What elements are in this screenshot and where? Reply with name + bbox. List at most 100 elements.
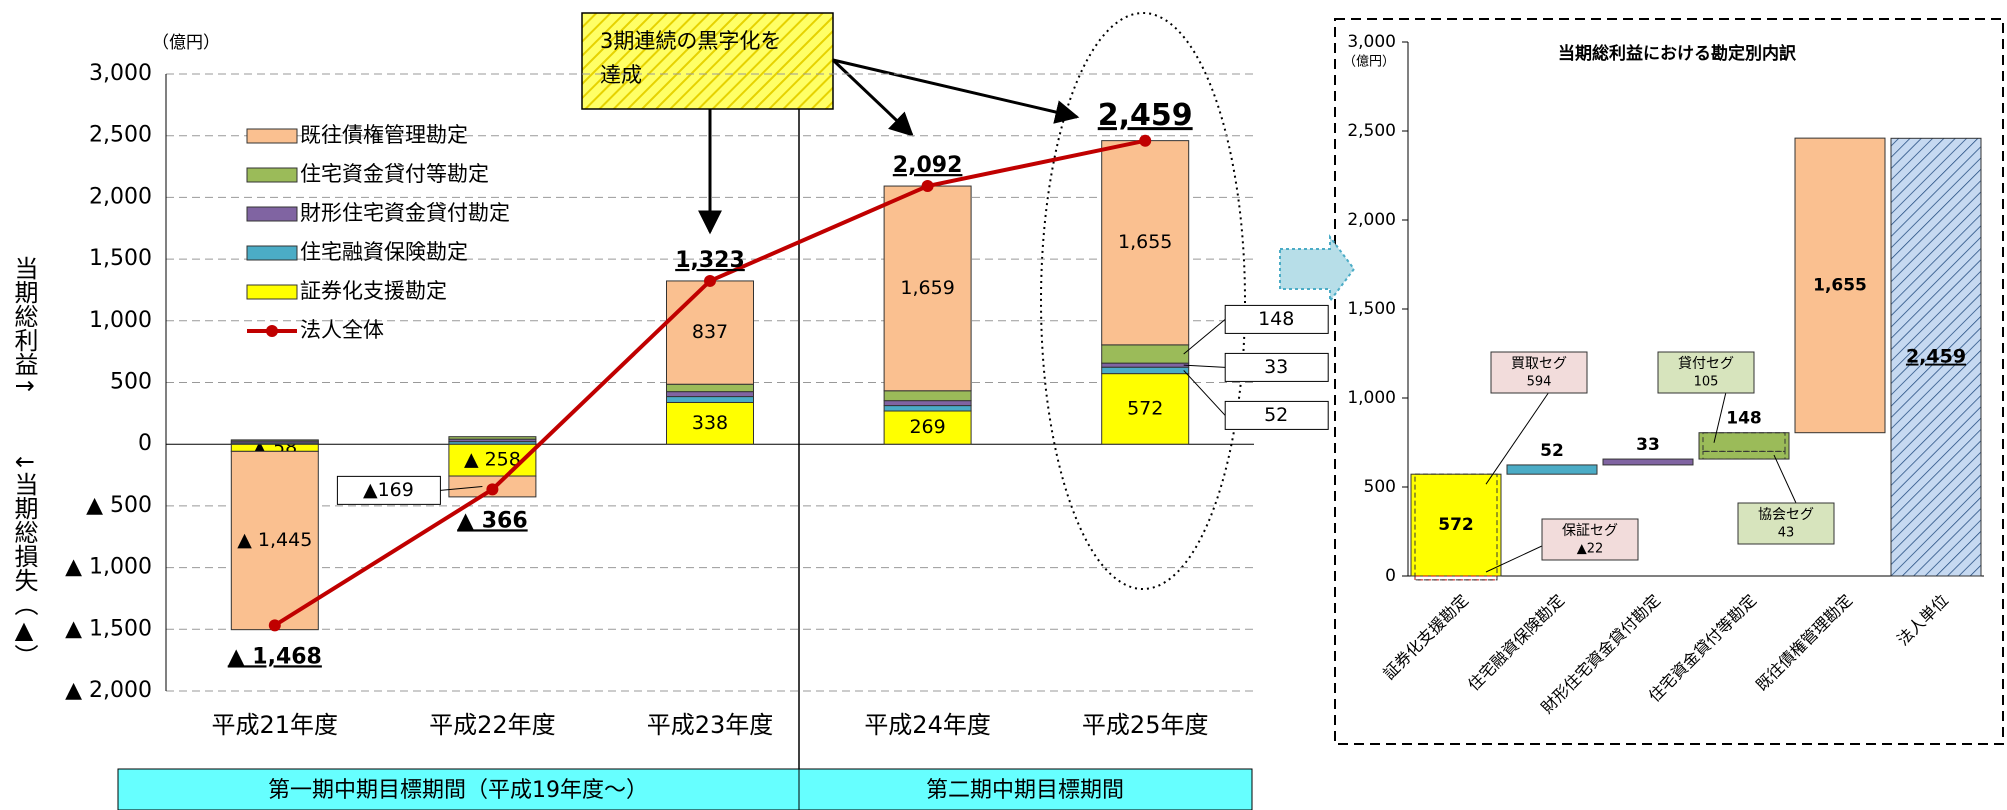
y-tick-label: 2,500 — [89, 123, 152, 148]
bar-segment — [1101, 362, 1190, 368]
value-label: 33 — [1636, 435, 1660, 455]
y-tick-label: 0 — [1385, 566, 1396, 586]
callout-box — [1224, 352, 1329, 382]
legend-swatch — [246, 128, 298, 144]
legend-label: 法人全体 — [300, 318, 384, 342]
bar-segment — [666, 396, 754, 403]
x-tick-label: 平成23年度 — [647, 711, 774, 739]
callout-name: 協会セグ — [1758, 507, 1814, 523]
line-value-label: 1,323 — [675, 248, 745, 273]
value-label: 148 — [1726, 409, 1762, 429]
segment — [1702, 432, 1786, 452]
period-box — [798, 768, 1253, 810]
callout-leader — [1713, 391, 1727, 443]
callout-label: ▲169 — [363, 479, 414, 501]
y-tick-label: ▲ 2,000 — [65, 678, 152, 703]
line-point — [268, 619, 281, 632]
x-tick-label: 平成25年度 — [1082, 711, 1209, 739]
callout-box — [1657, 351, 1755, 394]
y-tick-label: 1,000 — [1347, 388, 1396, 408]
bar-segment — [666, 391, 754, 398]
callout-value: 43 — [1778, 526, 1795, 541]
callout-name: 保証セグ — [1562, 523, 1618, 539]
legend-label: 証券化支援勘定 — [300, 279, 447, 303]
bar-segment — [883, 400, 972, 407]
line-value-label: ▲ 1,468 — [228, 644, 322, 669]
bar-segment — [883, 410, 972, 445]
value-label: 269 — [909, 416, 945, 438]
value-label: ▲ 258 — [464, 449, 521, 471]
y-tick-label: 3,000 — [89, 61, 152, 86]
unit-label: （億円） — [152, 33, 220, 53]
bar-segment — [1101, 373, 1190, 445]
annotation-text: 3期連続の黒字化を — [600, 29, 781, 53]
callout-value: 105 — [1694, 375, 1719, 390]
callout-leader — [1773, 454, 1797, 504]
legend-swatch — [266, 325, 278, 337]
callout-label: 52 — [1264, 404, 1288, 426]
bar — [1410, 473, 1502, 577]
value-label: 1,659 — [900, 277, 954, 299]
period-label: 第一期中期目標期間（平成19年度～） — [268, 778, 648, 803]
annotation-text: 達成 — [600, 63, 642, 87]
legend-label: 財形住宅資金貸付勘定 — [300, 201, 510, 225]
chart-title: 当期総利益における勘定別内訳 — [1558, 43, 1797, 64]
x-tick-label: 平成22年度 — [429, 711, 556, 739]
value-label: 338 — [692, 412, 728, 434]
bar — [1698, 432, 1790, 460]
value-label: ▲ 1,445 — [237, 529, 312, 551]
bar-segment — [448, 436, 537, 440]
period-box — [117, 768, 800, 810]
value-label: 572 — [1438, 515, 1474, 535]
y-tick-label: 2,000 — [1347, 210, 1396, 230]
y-tick-label: 1,500 — [1347, 299, 1396, 319]
bar-segment — [1101, 140, 1190, 346]
x-tick-label: 住宅資金貸付等勘定 — [1645, 591, 1760, 706]
legend-label: 住宅融資保険勘定 — [300, 240, 468, 264]
segment — [1702, 450, 1786, 460]
y-tick-label: 500 — [110, 370, 152, 395]
y-tick-label: ▲ 1,000 — [65, 555, 152, 580]
callout-leader — [1485, 391, 1550, 485]
value-label: 572 — [1127, 397, 1163, 419]
legend-label: 住宅資金貸付等勘定 — [300, 162, 489, 186]
y-tick-label: 2,500 — [1347, 121, 1396, 141]
y-tick-label: 2,000 — [89, 184, 152, 209]
x-tick-label: 法人単位 — [1893, 591, 1952, 650]
line-point — [704, 274, 716, 287]
legend-swatch — [246, 284, 298, 300]
bar-segment — [230, 450, 319, 631]
callout-leader — [440, 485, 483, 491]
bar — [1506, 464, 1598, 475]
line-point — [486, 483, 499, 496]
y-tick-label: 500 — [1364, 477, 1396, 497]
callout-label: 33 — [1264, 356, 1288, 378]
x-tick-label: 平成21年度 — [212, 711, 339, 739]
x-tick-label: 住宅融資保険勘定 — [1464, 591, 1568, 695]
callout-box — [1490, 351, 1588, 394]
legend-label: 既往債権管理勘定 — [300, 123, 468, 147]
callout-box — [336, 475, 441, 505]
y-tick-label: 3,000 — [1347, 32, 1396, 52]
bar-segment — [883, 185, 972, 392]
callout-value: ▲22 — [1577, 542, 1604, 557]
segment — [1414, 575, 1498, 581]
bar — [1602, 458, 1694, 466]
bar-segment — [230, 439, 319, 442]
link-arrow — [1279, 234, 1356, 304]
callout-box — [1224, 400, 1329, 430]
bar-segment — [883, 405, 972, 412]
callout-leader — [1183, 364, 1226, 368]
callout-box — [1224, 304, 1329, 334]
x-tick-label: 証券化支援勘定 — [1379, 591, 1472, 684]
annotation-arrows — [698, 58, 1080, 235]
panel-border — [1334, 18, 2004, 745]
callout-value: 594 — [1527, 375, 1552, 390]
y-axis-label: 当期総利益↑ — [10, 256, 38, 396]
bar-segment — [666, 280, 754, 385]
y-axis-label: ↓当期総損失（▲） — [10, 452, 38, 668]
callout-box — [1737, 502, 1835, 545]
x-tick-label: 既往債権管理勘定 — [1752, 591, 1856, 695]
